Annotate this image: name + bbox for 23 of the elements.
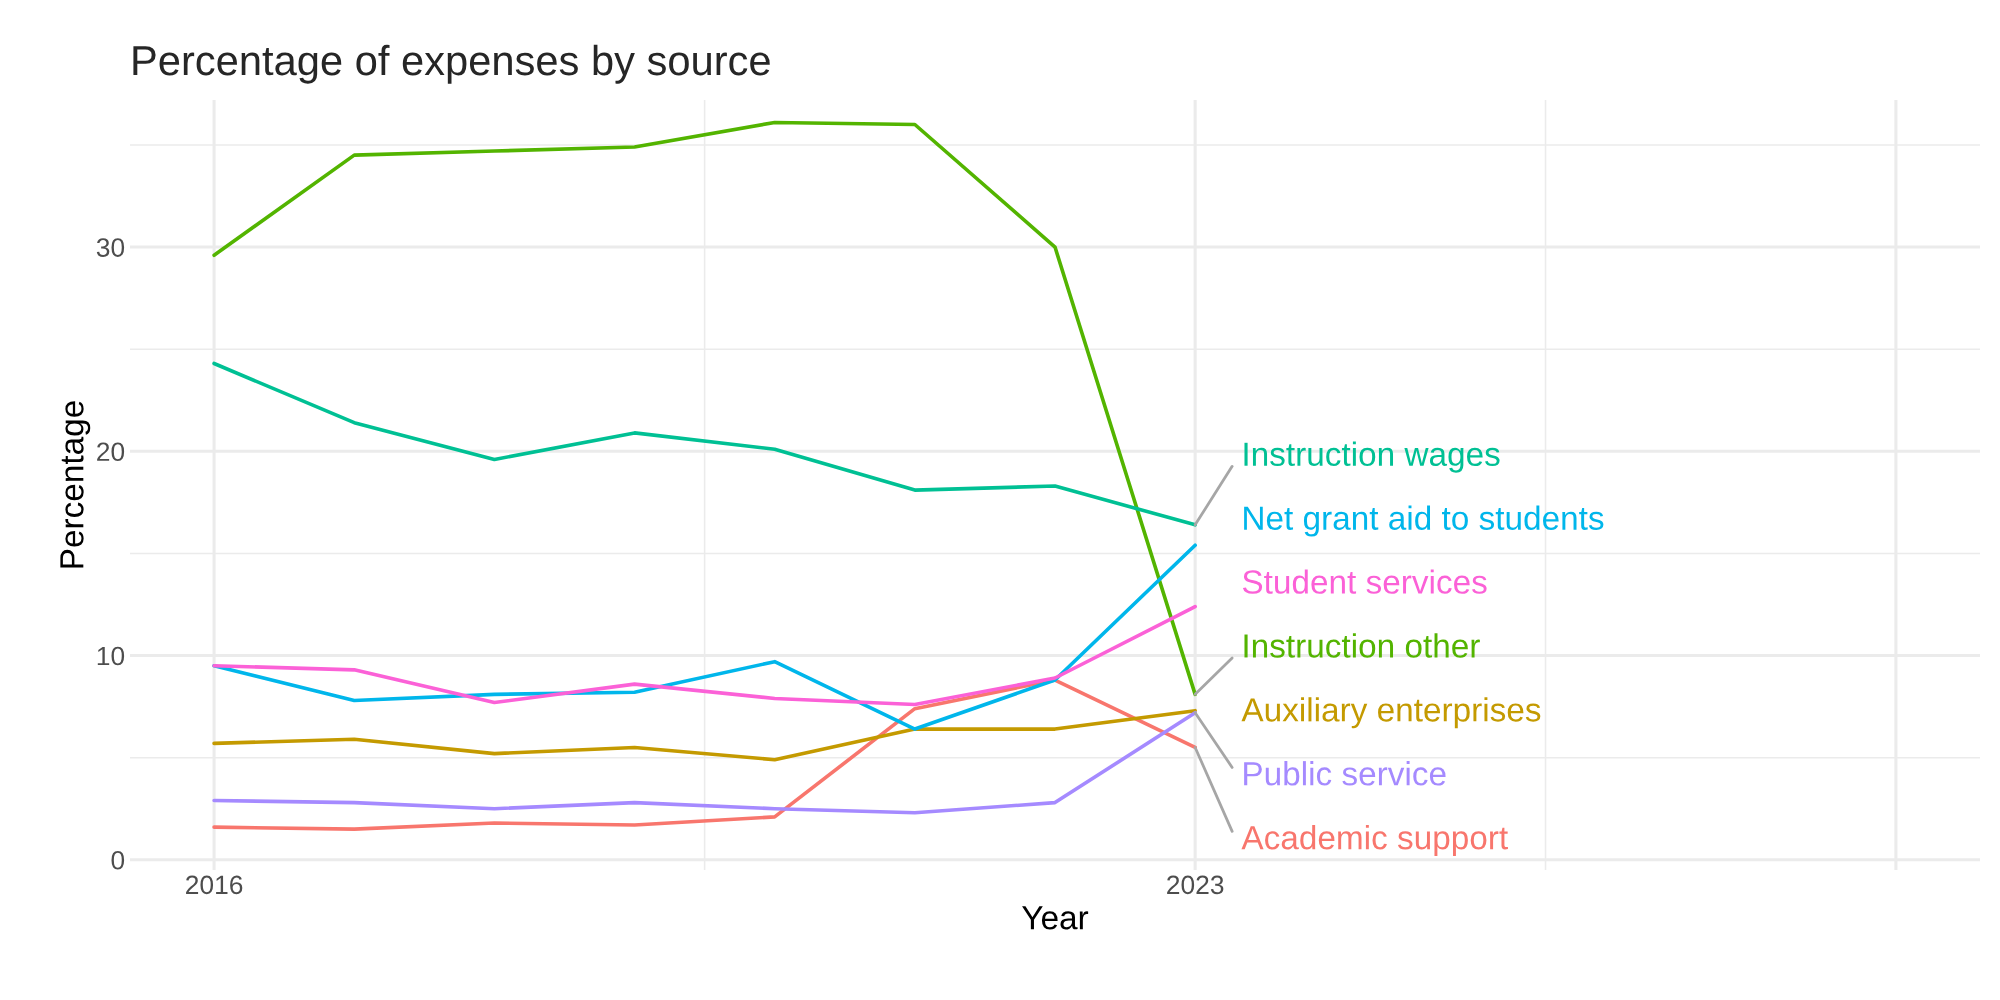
- series-label: Student services: [1242, 569, 1487, 594]
- chart-title: Percentage of expenses by source: [133, 44, 770, 84]
- text: Public service: [1244, 761, 1446, 786]
- line-series: [212, 710, 1197, 815]
- y-tick-label: 10: [97, 646, 125, 666]
- line-series: [212, 604, 1197, 707]
- x-axis-title: Year: [1022, 906, 1089, 930]
- line-series: [212, 708, 1197, 762]
- series-label: Auxiliary enterprises: [1241, 697, 1541, 729]
- line-series: [212, 678, 1197, 831]
- text: Instruction wages: [1244, 441, 1500, 473]
- y-axis-title: Percentage: [60, 401, 91, 568]
- line-series: [212, 361, 1197, 527]
- text: Academic support: [1241, 825, 1508, 857]
- y-tick-label: 20: [97, 442, 125, 462]
- series-label: Net grant aid to students: [1244, 505, 1604, 537]
- line-series: [212, 120, 1197, 697]
- y-tick-label: 30: [96, 238, 125, 257]
- x-tick-label: 2023: [1167, 875, 1224, 895]
- line-series: [212, 543, 1197, 731]
- y-tick-label: 0: [111, 850, 125, 870]
- series-label: Instruction other: [1244, 633, 1480, 658]
- x-tick-label: 2016: [186, 875, 243, 895]
